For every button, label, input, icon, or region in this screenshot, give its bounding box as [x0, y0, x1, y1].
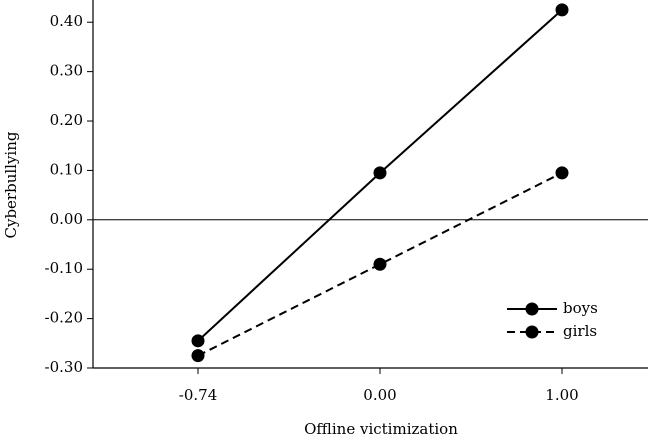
y-tick-label: 0.40: [50, 12, 83, 30]
point: [373, 257, 387, 271]
y-tick-label: 0.30: [50, 62, 83, 80]
y-tick-label: 0.00: [50, 210, 83, 228]
y-tick-label: 0.10: [50, 160, 83, 178]
x-axis-label: Offline victimization: [304, 420, 458, 437]
point: [555, 3, 569, 17]
y-tick-label: 0.20: [50, 111, 83, 129]
legend-marker: [525, 325, 539, 339]
y-tick-label: -0.10: [45, 259, 83, 277]
series-line: [197, 171, 563, 357]
point: [191, 334, 205, 348]
legend-label: girls: [563, 322, 597, 340]
point: [555, 166, 569, 180]
point: [373, 166, 387, 180]
x-tick-label: 0.00: [363, 386, 396, 404]
y-tick-label: -0.20: [45, 309, 83, 327]
x-tick-label: -0.74: [179, 386, 217, 404]
x-tick-label: 1.00: [545, 386, 578, 404]
point: [191, 349, 205, 363]
legend-marker: [525, 302, 539, 316]
y-tick-label: -0.30: [45, 358, 83, 376]
y-axis-label: Cyberbullying: [2, 131, 20, 238]
legend-label: boys: [563, 299, 598, 317]
